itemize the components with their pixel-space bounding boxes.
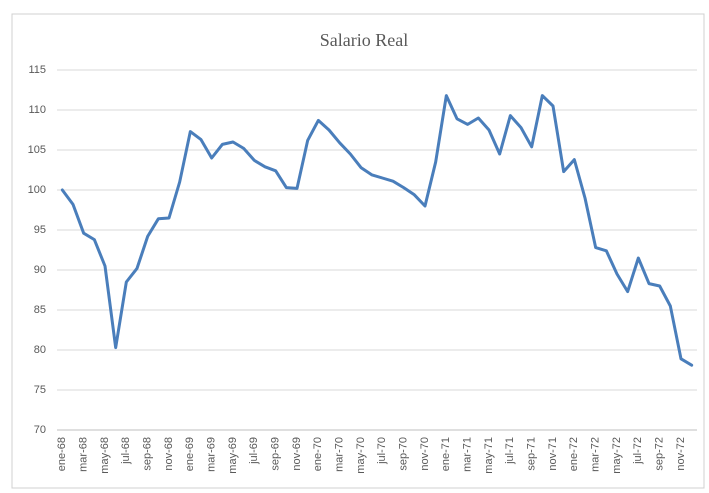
x-tick-label: jul-72 bbox=[632, 437, 644, 465]
y-tick-label: 70 bbox=[34, 424, 46, 436]
x-tick-label: mar-71 bbox=[462, 437, 474, 472]
x-tick-label: mar-68 bbox=[78, 437, 90, 472]
y-tick-label: 115 bbox=[28, 64, 46, 76]
x-tick-label: ene-70 bbox=[312, 437, 324, 471]
x-tick-label: sep-71 bbox=[526, 437, 538, 471]
x-tick-label: nov-68 bbox=[163, 437, 175, 471]
chart-frame bbox=[11, 13, 705, 489]
x-tick-label: jul-68 bbox=[120, 437, 132, 465]
y-tick-label: 90 bbox=[34, 264, 46, 276]
y-tick-label: 110 bbox=[28, 104, 46, 116]
data-line bbox=[60, 94, 694, 367]
x-tick-label: may-68 bbox=[99, 437, 111, 474]
x-tick-label: mar-72 bbox=[590, 437, 602, 472]
x-tick-label: sep-69 bbox=[270, 437, 282, 471]
x-tick-label: may-71 bbox=[483, 437, 495, 474]
x-tick-label: ene-71 bbox=[440, 437, 452, 471]
chart-title: Salario Real bbox=[320, 30, 408, 50]
x-tick-label: sep-68 bbox=[142, 437, 154, 471]
y-tick-label: 75 bbox=[34, 384, 46, 396]
x-tick-label: nov-72 bbox=[675, 437, 687, 471]
x-tick-label: sep-70 bbox=[398, 437, 410, 471]
x-tick-label: nov-69 bbox=[291, 437, 303, 471]
x-tick-label: ene-69 bbox=[184, 437, 196, 471]
x-tick-label: mar-70 bbox=[334, 437, 346, 472]
x-tick-label: ene-68 bbox=[56, 437, 68, 471]
x-tick-label: nov-70 bbox=[419, 437, 431, 471]
y-tick-label: 100 bbox=[28, 184, 46, 196]
y-tick-label: 85 bbox=[34, 304, 46, 316]
x-tick-label: jul-71 bbox=[504, 437, 516, 465]
y-tick-label: 95 bbox=[34, 224, 46, 236]
x-tick-label: nov-71 bbox=[547, 437, 559, 471]
x-tick-label: may-70 bbox=[355, 437, 367, 474]
y-tick-label: 105 bbox=[28, 144, 46, 156]
x-tick-label: mar-69 bbox=[206, 437, 218, 472]
x-tick-label: ene-72 bbox=[568, 437, 580, 471]
x-tick-label: may-69 bbox=[227, 437, 239, 474]
x-tick-label: jul-70 bbox=[376, 437, 388, 465]
x-tick-label: may-72 bbox=[611, 437, 623, 474]
x-tick-label: sep-72 bbox=[654, 437, 666, 471]
x-tick-label: jul-69 bbox=[248, 437, 260, 465]
y-tick-label: 80 bbox=[34, 344, 46, 356]
